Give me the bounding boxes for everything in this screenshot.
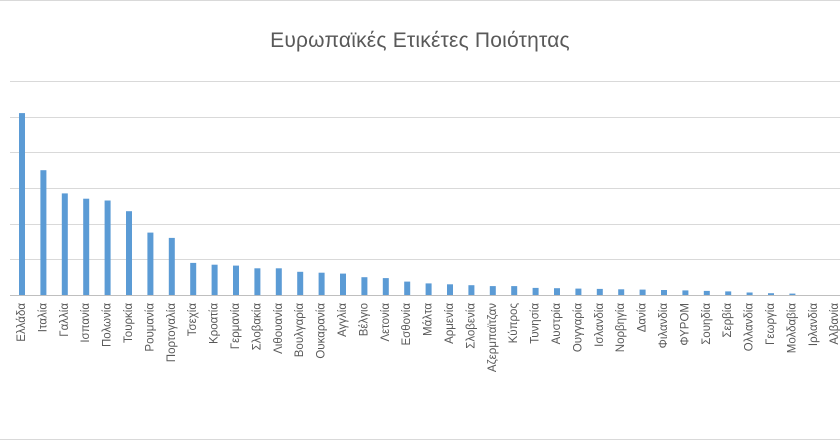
- category-label: Εσθονία: [401, 303, 413, 346]
- bar: [297, 271, 304, 295]
- bar: [575, 288, 582, 295]
- category-label: Γαλλία: [59, 303, 71, 337]
- bar: [211, 264, 218, 295]
- bar: [40, 170, 47, 295]
- bars: [19, 113, 796, 296]
- gridlines: [10, 81, 840, 296]
- category-label: Λιθουανία: [273, 303, 285, 354]
- bar: [83, 198, 90, 295]
- category-label: Τουρκία: [123, 303, 135, 343]
- category-label: Ουκαρανία: [316, 303, 328, 359]
- category-label: Τσεχία: [187, 303, 199, 337]
- category-label: Βέλγιο: [358, 303, 370, 336]
- category-label: Μολδαβία: [786, 303, 798, 354]
- category-label: Αγγλία: [337, 303, 349, 337]
- category-label: Γεωργία: [765, 303, 777, 345]
- bar: [682, 290, 689, 295]
- category-label: Σουηδία: [701, 303, 713, 345]
- bar: [468, 285, 475, 295]
- category-label: Ισλανδία: [594, 303, 606, 347]
- bar: [661, 290, 667, 295]
- category-label: Αλβανία: [829, 303, 840, 345]
- bar: [746, 292, 753, 295]
- category-labels: Ελλάδα Ιταλία Γαλλία Ισπανία Πολωνία Τουρκία Ρ…: [16, 303, 840, 373]
- category-label: Σλοβενία: [465, 303, 477, 349]
- bar: [789, 293, 796, 295]
- category-label: Ισπανία: [80, 303, 92, 343]
- category-label: Ελλάδα: [16, 303, 28, 342]
- bar: [596, 288, 603, 295]
- bar: [382, 278, 389, 295]
- chart-title: Ευρωπαϊκές Ετικέτες Ποιότητας: [270, 29, 570, 52]
- category-label: Κροατία: [209, 303, 221, 344]
- bar: [703, 290, 710, 295]
- category-label: Σλοβακία: [251, 303, 263, 351]
- bar: [340, 273, 346, 295]
- category-label: Ιρλανδία: [808, 303, 820, 346]
- bar: [126, 211, 132, 295]
- category-label: Αζερμπαϊτζαν: [487, 303, 499, 372]
- bar: [104, 200, 111, 295]
- bar: [404, 281, 411, 295]
- category-label: Πορτογαλία: [166, 303, 178, 363]
- bar: [447, 284, 453, 295]
- bar: [190, 262, 197, 295]
- bar: [61, 193, 68, 295]
- bar: [318, 272, 325, 295]
- bar: [254, 268, 261, 296]
- bar: [768, 293, 774, 295]
- bar: [361, 277, 368, 295]
- category-label: Αρμενία: [444, 303, 456, 344]
- bar: [554, 288, 560, 295]
- bar: [532, 287, 539, 295]
- bar: [725, 291, 732, 295]
- bar: [425, 283, 432, 295]
- category-label: Αυστρία: [551, 303, 563, 345]
- category-label: Νορβηγία: [615, 303, 627, 353]
- category-label: Κύπρος: [508, 303, 520, 344]
- category-label: Ιταλία: [37, 303, 49, 333]
- category-label: Πολωνία: [102, 303, 114, 347]
- category-label: Δανία: [637, 303, 649, 333]
- category-label: Μάλτα: [423, 303, 435, 336]
- bar: [489, 286, 496, 295]
- bar: [618, 289, 625, 295]
- bar: [233, 265, 239, 295]
- bar: [275, 268, 282, 296]
- category-label: ΦΥΡΟΜ: [679, 303, 691, 346]
- category-label: Φιλανδία: [658, 303, 670, 349]
- category-label: Ρουμανία: [144, 303, 156, 352]
- category-label: Γερμανία: [230, 303, 242, 350]
- bar: [147, 232, 154, 295]
- category-label: Τυνησία: [530, 303, 542, 344]
- category-label: Ουγγαρία: [572, 303, 584, 352]
- bar: [511, 286, 518, 295]
- bar: [639, 289, 646, 295]
- bar: [19, 113, 25, 295]
- category-label: Λετονία: [380, 303, 392, 342]
- category-label: Σερβία: [722, 303, 734, 338]
- category-label: Βουλγαρία: [294, 303, 306, 358]
- category-label: Ολλανδία: [744, 303, 756, 352]
- bar: [168, 237, 175, 295]
